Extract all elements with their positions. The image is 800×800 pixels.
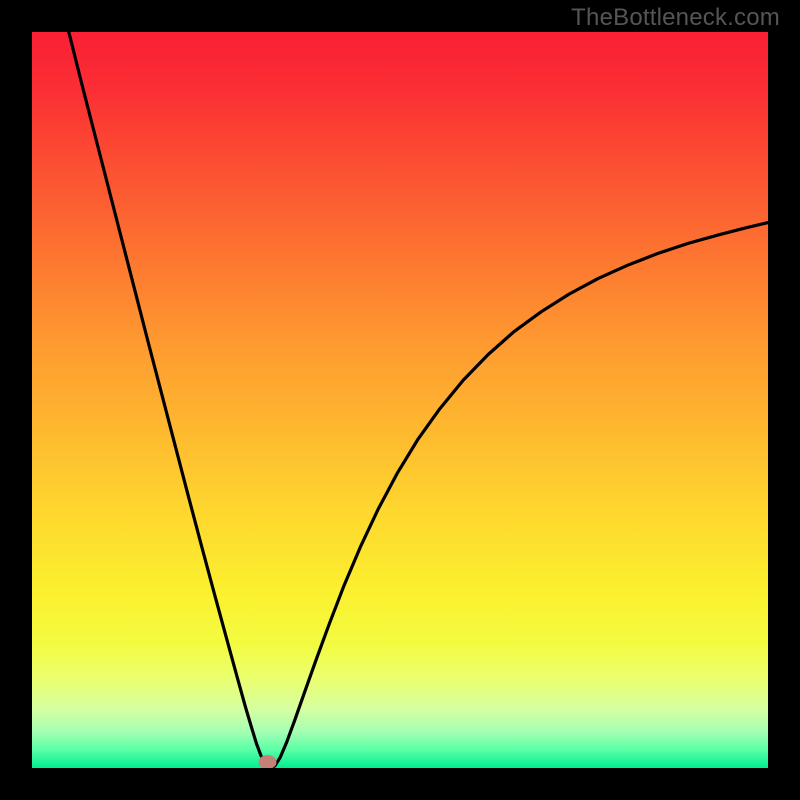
bottleneck-curve-chart <box>0 0 800 800</box>
gradient-background <box>32 32 768 768</box>
chart-frame: TheBottleneck.com <box>0 0 800 800</box>
watermark-text: TheBottleneck.com <box>571 4 780 32</box>
optimum-marker <box>259 755 277 769</box>
